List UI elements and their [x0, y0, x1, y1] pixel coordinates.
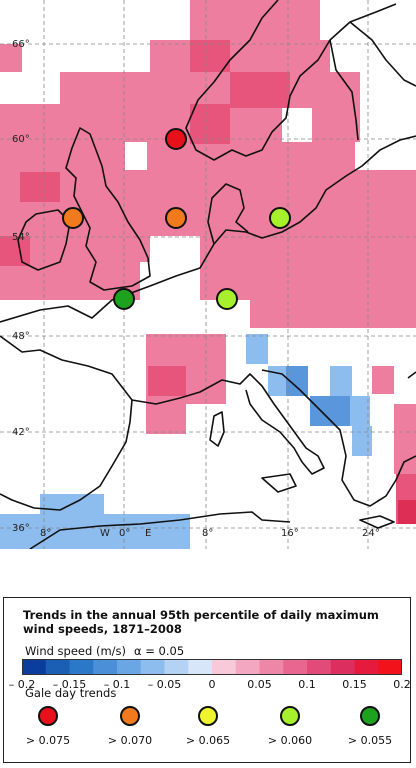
gale-legend-label: > 0.060 — [267, 734, 313, 747]
gale-legend-dot — [38, 706, 58, 726]
gale-legend-dot — [120, 706, 140, 726]
colorbar-segment — [307, 659, 332, 675]
lat-label-42: 42° — [12, 427, 30, 438]
colorbar-segment — [45, 659, 70, 675]
legend-title-line2: wind speeds, 1871–2008 — [23, 622, 182, 636]
colorbar-tick-label: 0.2 — [393, 678, 411, 691]
lon-label-0: 0° — [119, 528, 130, 539]
gale-marker-central-europe — [216, 288, 238, 310]
gale-marker-irish-sea — [62, 207, 84, 229]
colorbar-tick-label: 0 — [208, 678, 216, 691]
lon-label-16e: 16° — [281, 528, 299, 539]
legend-title-line1: Trends in the annual 95th percentile of … — [23, 608, 379, 622]
gale-legend-dot — [280, 706, 300, 726]
colorbar-segment — [69, 659, 94, 675]
legend-title: Trends in the annual 95th percentile of … — [23, 608, 383, 636]
colorbar-segment — [22, 659, 47, 675]
wind-speed-label: Wind speed (m/s) α = 0.05 — [25, 644, 184, 658]
colorbar-segment — [283, 659, 308, 675]
gale-legend-item: > 0.055 — [340, 706, 400, 747]
legend: Trends in the annual 95th percentile of … — [3, 597, 411, 763]
gale-marker-english-channel — [113, 288, 135, 310]
colorbar-segment — [330, 659, 355, 675]
colorbar-tick-label: – 0.1 — [103, 678, 131, 691]
colorbar-segment — [354, 659, 379, 675]
gale-legend-item: > 0.060 — [260, 706, 320, 747]
gale-marker-north-sea-north — [165, 128, 187, 150]
gale-marker-north-sea-central — [165, 207, 187, 229]
colorbar-segment — [235, 659, 260, 675]
colorbar-segment — [117, 659, 142, 675]
gale-legend-item: > 0.070 — [100, 706, 160, 747]
gale-legend-label: > 0.055 — [347, 734, 393, 747]
wind-speed-unit: Wind speed (m/s) — [25, 644, 126, 658]
lat-label-66: 66° — [12, 39, 30, 50]
alpha-label: α = 0.05 — [134, 644, 185, 658]
colorbar-tick-label: 0.15 — [342, 678, 367, 691]
gale-legend-dot — [198, 706, 218, 726]
colorbar-tick-label: – 0.2 — [8, 678, 36, 691]
lat-label-54: 54° — [12, 232, 30, 243]
gale-legend-label: > 0.075 — [25, 734, 71, 747]
lon-label-8e: 8° — [202, 528, 213, 539]
gale-legend-item: > 0.065 — [178, 706, 238, 747]
gale-legend-label: > 0.070 — [107, 734, 153, 747]
colorbar-tick-label: – 0.15 — [52, 678, 87, 691]
lon-label-8w: 8° — [40, 528, 51, 539]
colorbar-segment — [212, 659, 237, 675]
gale-points — [62, 128, 291, 310]
colorbar-tick-label: 0.1 — [298, 678, 316, 691]
lon-label-w: W — [100, 528, 110, 539]
coastlines — [0, 0, 416, 549]
gale-title: Gale day trends — [25, 686, 117, 700]
lat-label-60: 60° — [12, 134, 30, 145]
colorbar-segment — [164, 659, 189, 675]
colorbar-segment — [140, 659, 165, 675]
colorbar-segment — [93, 659, 118, 675]
colorbar-tick-label: 0.05 — [247, 678, 272, 691]
colorbar-segment — [188, 659, 213, 675]
gale-legend-label: > 0.065 — [185, 734, 231, 747]
gale-marker-baltic — [269, 207, 291, 229]
lon-label-e: E — [145, 528, 151, 539]
gale-legend-item: > 0.075 — [18, 706, 78, 747]
lon-label-24e: 24° — [362, 528, 380, 539]
colorbar-tick-label: – 0.05 — [147, 678, 182, 691]
trend-cells — [0, 0, 416, 549]
gale-legend-dot — [360, 706, 380, 726]
colorbar-border — [22, 659, 402, 675]
colorbar-segment — [259, 659, 284, 675]
colorbar-segment — [378, 659, 402, 675]
lat-label-36: 36° — [12, 523, 30, 534]
trend-map: 66° 60° 54° 48° 42° 36° 8° W 0° E 8° 16°… — [0, 0, 416, 549]
axis-labels: 66° 60° 54° 48° 42° 36° 8° W 0° E 8° 16°… — [12, 39, 380, 539]
lat-label-48: 48° — [12, 331, 30, 342]
colorbar — [22, 659, 402, 675]
